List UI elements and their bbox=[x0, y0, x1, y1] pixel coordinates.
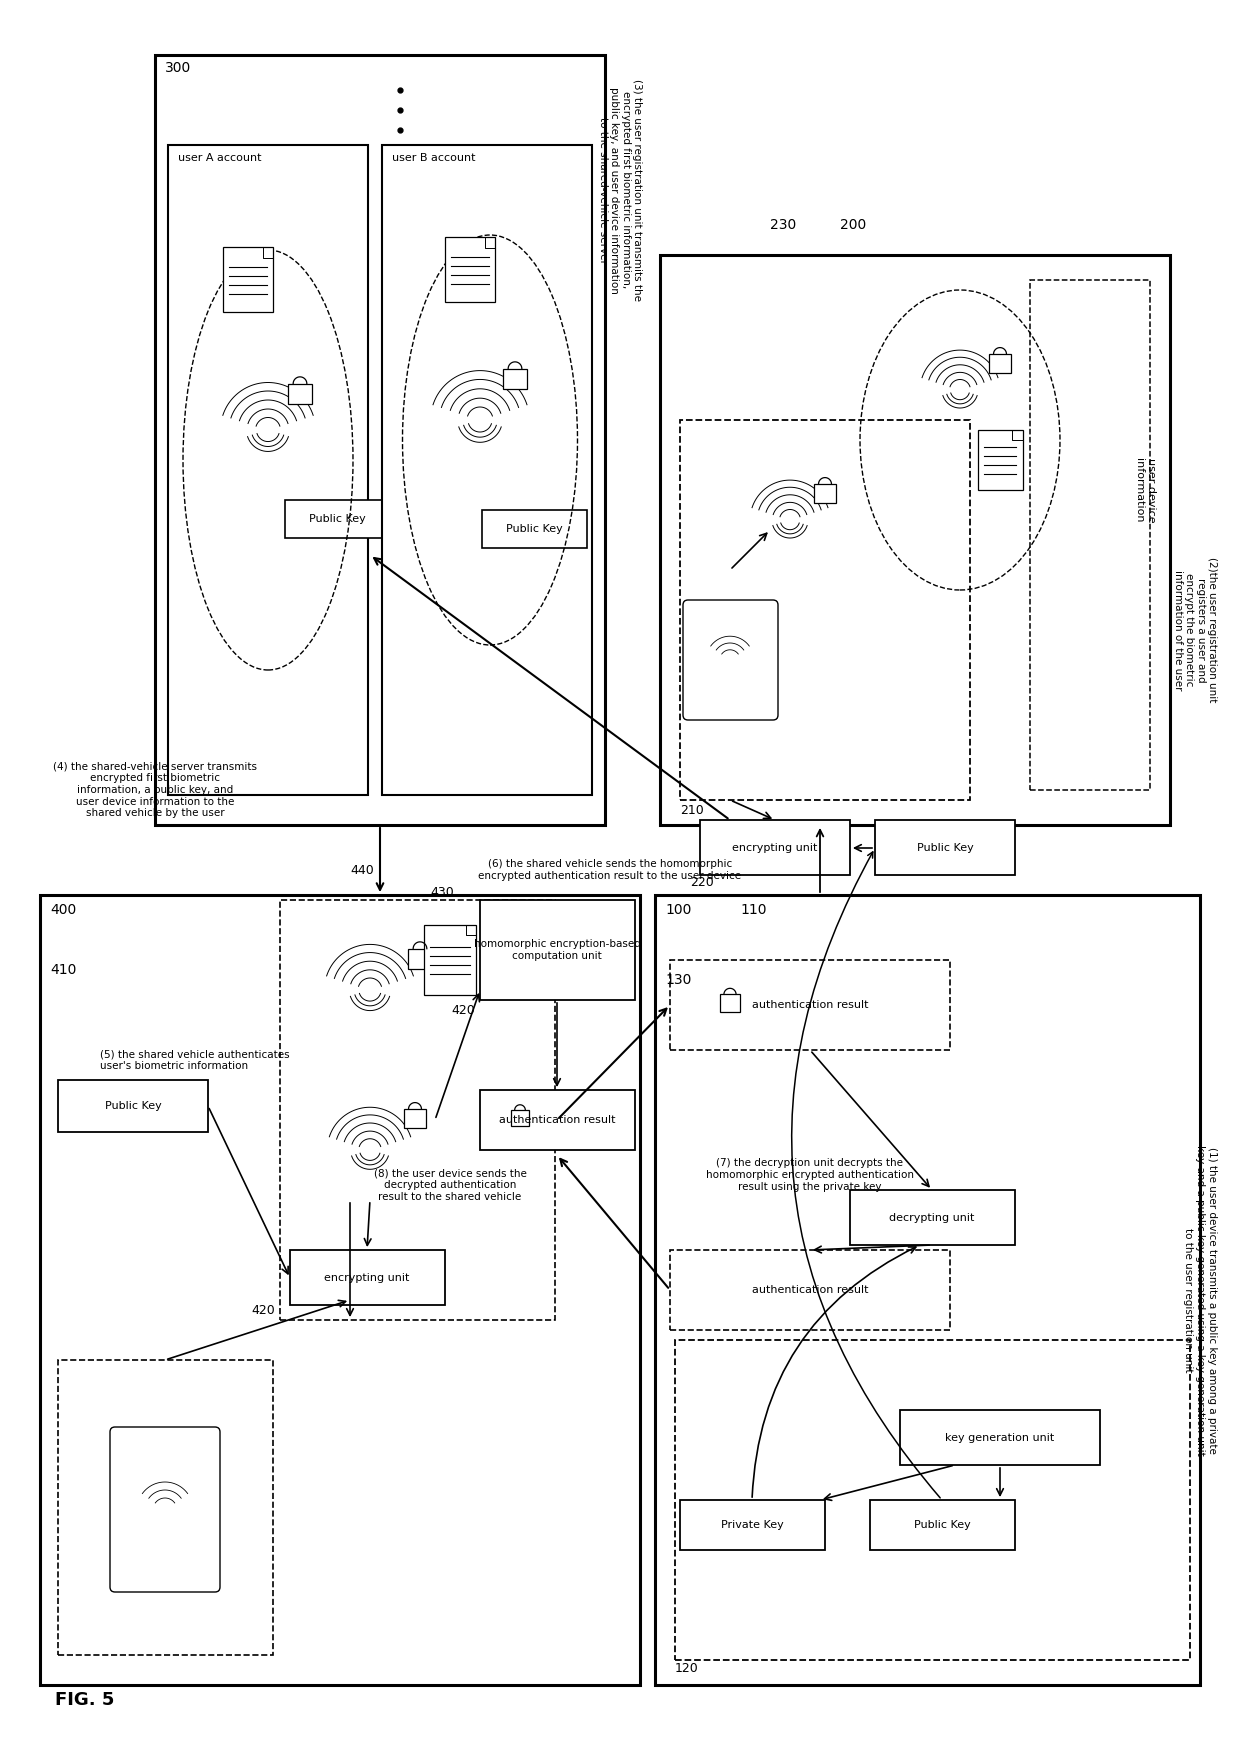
Text: authentication result: authentication result bbox=[751, 1285, 868, 1296]
Bar bbox=[58, 1360, 273, 1655]
Bar bbox=[503, 368, 527, 389]
Text: Public Key: Public Key bbox=[914, 1520, 971, 1530]
Text: (5) the shared vehicle authenticates
user's biometric information: (5) the shared vehicle authenticates use… bbox=[100, 1049, 290, 1070]
Text: encrypting unit: encrypting unit bbox=[325, 1273, 409, 1284]
Text: (8) the user device sends the
decrypted authentication
result to the shared vehi: (8) the user device sends the decrypted … bbox=[373, 1169, 527, 1202]
Text: 100: 100 bbox=[665, 903, 692, 917]
Bar bbox=[701, 820, 849, 875]
Text: 420: 420 bbox=[451, 1004, 475, 1016]
Text: 430: 430 bbox=[430, 886, 454, 898]
Text: key generation unit: key generation unit bbox=[945, 1433, 1055, 1443]
Bar bbox=[719, 994, 740, 1013]
Text: 410: 410 bbox=[50, 962, 77, 976]
Bar bbox=[167, 144, 368, 796]
Text: Public Key: Public Key bbox=[916, 842, 973, 853]
Text: user device
information: user device information bbox=[1135, 457, 1156, 523]
Text: 130: 130 bbox=[665, 973, 692, 987]
Bar bbox=[58, 1080, 208, 1133]
Bar bbox=[849, 1190, 1016, 1245]
Text: (4) the shared-vehicle server transmits
encrypted first biometric
information, a: (4) the shared-vehicle server transmits … bbox=[53, 763, 257, 818]
Text: 300: 300 bbox=[165, 61, 191, 75]
Text: decrypting unit: decrypting unit bbox=[889, 1212, 975, 1223]
Text: 220: 220 bbox=[689, 875, 714, 889]
FancyBboxPatch shape bbox=[110, 1428, 219, 1593]
Text: (7) the decryption unit decrypts the
homomorphic encrypted authentication
result: (7) the decryption unit decrypts the hom… bbox=[706, 1159, 914, 1192]
Bar bbox=[404, 1108, 427, 1127]
Bar bbox=[445, 236, 495, 302]
FancyBboxPatch shape bbox=[683, 599, 777, 721]
Bar bbox=[675, 1339, 1190, 1661]
Text: Public Key: Public Key bbox=[309, 514, 366, 525]
Bar bbox=[408, 948, 432, 969]
Text: (1) the user device transmits a public key among a private
key and a public key : (1) the user device transmits a public k… bbox=[1183, 1145, 1216, 1456]
Text: encrypting unit: encrypting unit bbox=[733, 842, 817, 853]
Bar bbox=[382, 144, 591, 796]
Text: (6) the shared vehicle sends the homomorphic
encrypted authentication result to : (6) the shared vehicle sends the homomor… bbox=[479, 860, 742, 881]
Text: authentication result: authentication result bbox=[498, 1115, 615, 1126]
Text: 200: 200 bbox=[839, 219, 867, 233]
Bar bbox=[480, 900, 635, 1001]
Text: authentication result: authentication result bbox=[751, 1001, 868, 1009]
Bar bbox=[424, 926, 476, 995]
Bar bbox=[155, 56, 605, 825]
Bar bbox=[511, 1110, 529, 1126]
Text: user B account: user B account bbox=[392, 153, 475, 163]
Bar bbox=[285, 500, 391, 538]
Text: 230: 230 bbox=[770, 219, 796, 233]
Bar bbox=[870, 1501, 1016, 1549]
Bar bbox=[670, 1251, 950, 1331]
Bar bbox=[670, 961, 950, 1049]
Bar bbox=[875, 820, 1016, 875]
Bar bbox=[223, 247, 273, 313]
Text: (3) the user registration unit transmits the
encrypted first biometric informati: (3) the user registration unit transmits… bbox=[598, 78, 642, 301]
Bar bbox=[280, 900, 556, 1320]
Text: FIG. 5: FIG. 5 bbox=[55, 1692, 114, 1709]
Bar bbox=[40, 895, 640, 1685]
Bar bbox=[680, 420, 970, 801]
Bar bbox=[290, 1251, 445, 1304]
Text: 120: 120 bbox=[675, 1662, 699, 1674]
Bar bbox=[813, 485, 836, 502]
Text: user A account: user A account bbox=[179, 153, 262, 163]
Text: 210: 210 bbox=[680, 804, 704, 816]
Bar bbox=[288, 384, 311, 403]
Bar bbox=[655, 895, 1200, 1685]
Bar bbox=[978, 431, 1023, 490]
Bar bbox=[480, 1091, 635, 1150]
Text: (2)the user registration unit
registers a user and
encrypt the biometric
informa: (2)the user registration unit registers … bbox=[1173, 558, 1218, 703]
Text: 110: 110 bbox=[740, 903, 766, 917]
Bar bbox=[680, 1501, 825, 1549]
Text: Public Key: Public Key bbox=[104, 1101, 161, 1112]
Text: 400: 400 bbox=[50, 903, 76, 917]
Text: 420: 420 bbox=[252, 1303, 275, 1317]
Bar bbox=[660, 255, 1171, 825]
Text: Public Key: Public Key bbox=[506, 525, 563, 533]
Bar bbox=[990, 354, 1011, 373]
Text: 440: 440 bbox=[350, 863, 373, 877]
Bar bbox=[482, 511, 587, 547]
Text: Private Key: Private Key bbox=[720, 1520, 784, 1530]
Bar bbox=[1030, 280, 1149, 790]
Text: homomorphic encryption-based
computation unit: homomorphic encryption-based computation… bbox=[474, 940, 640, 961]
Bar bbox=[900, 1410, 1100, 1464]
